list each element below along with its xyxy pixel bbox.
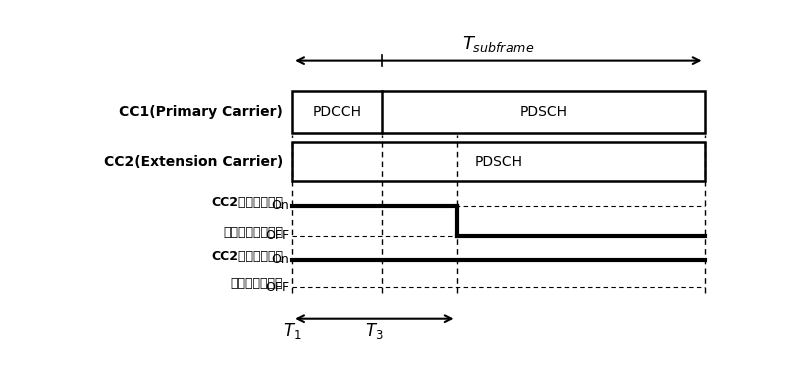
Text: $T_1$: $T_1$ — [283, 321, 302, 341]
Text: PDSCH: PDSCH — [474, 155, 522, 169]
Text: On: On — [271, 253, 289, 266]
Text: CC1(Primary Carrier): CC1(Primary Carrier) — [119, 105, 283, 119]
Text: CC2上有数据传输: CC2上有数据传输 — [211, 250, 283, 263]
Text: On: On — [271, 199, 289, 212]
Text: $T_3$: $T_3$ — [365, 321, 384, 341]
Text: CC2(Extension Carrier): CC2(Extension Carrier) — [104, 155, 283, 169]
Text: CC2上没有数据传: CC2上没有数据传 — [211, 196, 283, 209]
Text: $T_{subframe}$: $T_{subframe}$ — [462, 34, 534, 54]
Text: OFF: OFF — [265, 281, 289, 294]
Text: OFF: OFF — [265, 229, 289, 242]
Bar — [292, 142, 705, 181]
Bar — [292, 91, 705, 133]
Text: PDSCH: PDSCH — [519, 105, 567, 119]
Text: PDCCH: PDCCH — [313, 105, 362, 119]
Text: 输用户设备的状态: 输用户设备的状态 — [223, 226, 283, 239]
Text: 用户设备的状态: 用户设备的状态 — [230, 278, 283, 290]
